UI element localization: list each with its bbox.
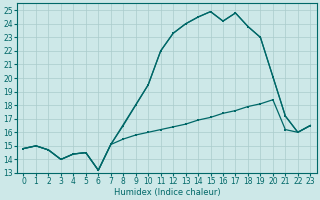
X-axis label: Humidex (Indice chaleur): Humidex (Indice chaleur) <box>114 188 220 197</box>
